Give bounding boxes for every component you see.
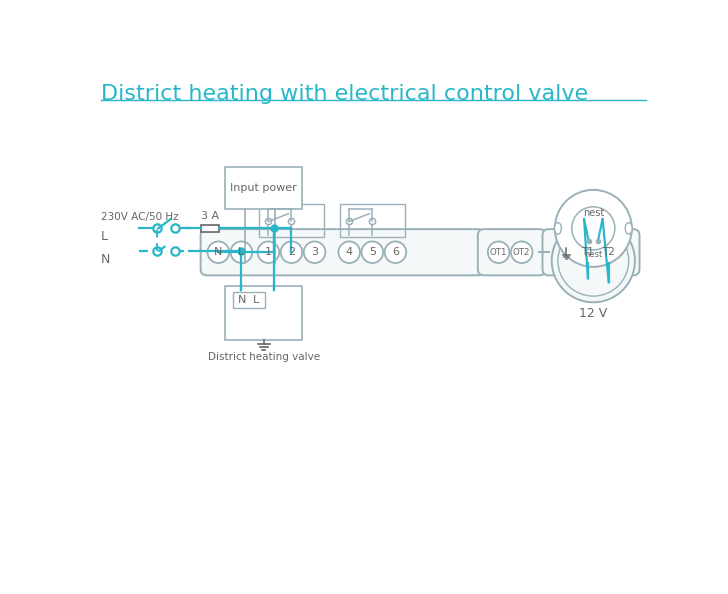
Text: Input power: Input power bbox=[230, 183, 297, 193]
Circle shape bbox=[384, 241, 406, 263]
Circle shape bbox=[578, 242, 598, 262]
Text: 5: 5 bbox=[369, 247, 376, 257]
Circle shape bbox=[207, 241, 229, 263]
Circle shape bbox=[556, 242, 577, 262]
Circle shape bbox=[339, 241, 360, 263]
Text: L: L bbox=[253, 295, 259, 305]
Text: 2: 2 bbox=[288, 247, 295, 257]
Text: 3 A: 3 A bbox=[201, 211, 219, 221]
Text: nest: nest bbox=[582, 208, 604, 218]
Text: 6: 6 bbox=[392, 247, 399, 257]
Text: L: L bbox=[238, 247, 245, 257]
Circle shape bbox=[552, 219, 635, 302]
Text: N: N bbox=[214, 247, 223, 257]
Text: District heating with electrical control valve: District heating with electrical control… bbox=[100, 84, 587, 103]
Text: L: L bbox=[100, 229, 108, 242]
Ellipse shape bbox=[555, 223, 561, 234]
Circle shape bbox=[558, 225, 629, 296]
Circle shape bbox=[511, 241, 532, 263]
Bar bbox=[201, 225, 219, 232]
Text: 4: 4 bbox=[346, 247, 353, 257]
Text: OT1: OT1 bbox=[490, 248, 507, 257]
Circle shape bbox=[555, 190, 632, 267]
Circle shape bbox=[231, 241, 252, 263]
Text: nest: nest bbox=[584, 250, 603, 259]
Text: District heating valve: District heating valve bbox=[207, 352, 320, 362]
FancyBboxPatch shape bbox=[478, 229, 545, 276]
Text: 230V AC/50 Hz: 230V AC/50 Hz bbox=[100, 212, 178, 222]
Text: 1: 1 bbox=[265, 247, 272, 257]
Text: T2: T2 bbox=[602, 247, 615, 257]
Circle shape bbox=[281, 241, 302, 263]
Text: N: N bbox=[100, 252, 110, 266]
FancyBboxPatch shape bbox=[201, 229, 484, 276]
Circle shape bbox=[304, 241, 325, 263]
FancyBboxPatch shape bbox=[225, 286, 302, 340]
Text: 3: 3 bbox=[311, 247, 318, 257]
Ellipse shape bbox=[625, 223, 632, 234]
Text: N: N bbox=[238, 295, 246, 305]
Circle shape bbox=[571, 207, 615, 250]
Circle shape bbox=[362, 241, 383, 263]
Text: T1: T1 bbox=[582, 247, 594, 257]
FancyBboxPatch shape bbox=[542, 229, 639, 276]
Circle shape bbox=[258, 241, 279, 263]
FancyBboxPatch shape bbox=[225, 167, 302, 209]
Circle shape bbox=[488, 241, 510, 263]
Circle shape bbox=[598, 242, 619, 262]
Text: OT2: OT2 bbox=[513, 248, 531, 257]
Text: 12 V: 12 V bbox=[579, 307, 607, 320]
